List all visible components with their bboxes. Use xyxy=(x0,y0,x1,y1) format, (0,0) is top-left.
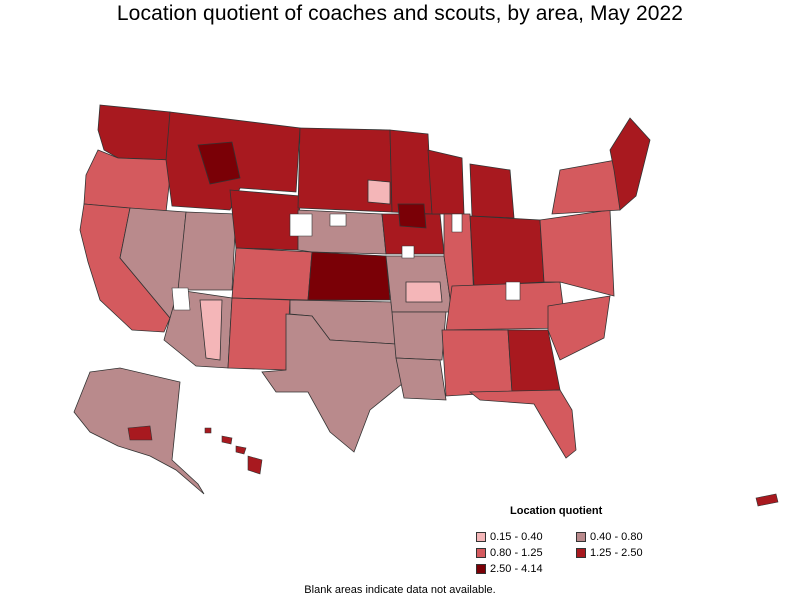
region-new-england[interactable] xyxy=(609,117,651,211)
region-mn-low[interactable] xyxy=(367,179,391,205)
legend-item: 0.15 - 0.40 xyxy=(476,531,543,543)
legend-swatch xyxy=(476,548,486,558)
region-carolinas[interactable] xyxy=(547,295,611,361)
contiguous-us xyxy=(79,104,651,459)
region-minnesota[interactable] xyxy=(389,129,433,215)
puerto-rico[interactable] xyxy=(755,493,779,507)
hawaii[interactable] xyxy=(204,427,263,475)
footnote: Blank areas indicate data not available. xyxy=(304,584,496,596)
region-nm-low[interactable] xyxy=(199,299,223,361)
region-louisiana[interactable] xyxy=(395,357,447,401)
legend-swatch xyxy=(576,548,586,558)
region-montana-core[interactable] xyxy=(197,141,241,185)
region-new-york[interactable] xyxy=(551,159,621,215)
legend-swatch xyxy=(476,564,486,574)
region-colorado[interactable] xyxy=(231,247,313,301)
region-washington[interactable] xyxy=(97,104,173,161)
region-kansas[interactable] xyxy=(307,251,391,301)
region-mo-low[interactable] xyxy=(405,281,443,303)
legend-item: 0.40 - 0.80 xyxy=(576,531,643,543)
region-utah[interactable] xyxy=(177,211,237,291)
no-data-areas xyxy=(171,213,521,311)
region-new-mexico[interactable] xyxy=(227,297,291,371)
map-title: Location quotient of coaches and scouts,… xyxy=(116,2,684,25)
region-indiana-ohio[interactable] xyxy=(469,215,545,287)
region-wyoming[interactable] xyxy=(229,189,301,251)
region-florida[interactable] xyxy=(468,389,577,459)
region-nebraska[interactable] xyxy=(297,209,387,255)
legend-item: 0.80 - 1.25 xyxy=(476,547,543,559)
region-wisconsin[interactable] xyxy=(427,149,465,215)
legend-item: 1.25 - 2.50 xyxy=(576,547,643,559)
region-oregon[interactable] xyxy=(83,149,173,213)
legend-swatch xyxy=(476,532,486,542)
region-michigan[interactable] xyxy=(469,163,515,219)
region-texas[interactable] xyxy=(261,313,403,453)
legend-swatch xyxy=(576,532,586,542)
legend-title: Location quotient xyxy=(510,505,603,517)
region-iowa-high[interactable] xyxy=(397,203,427,229)
region-arkansas[interactable] xyxy=(391,311,447,361)
alaska-high[interactable] xyxy=(127,425,153,441)
legend-item: 2.50 - 4.14 xyxy=(476,563,543,575)
region-mississippi-alabama[interactable] xyxy=(441,329,513,397)
